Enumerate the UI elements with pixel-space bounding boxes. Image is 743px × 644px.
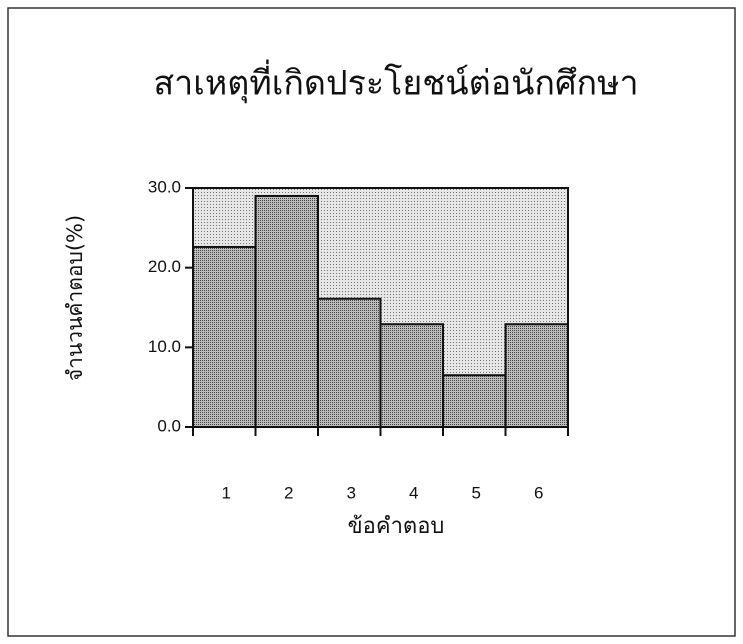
y-tick-label: 0.0	[157, 416, 181, 435]
x-tick-label: 1	[222, 483, 231, 502]
x-axis-label: ข้อคำตอบ	[348, 514, 445, 539]
y-tick-label: 30.0	[148, 177, 181, 196]
bar	[442, 374, 507, 429]
x-tick-label: 4	[409, 483, 418, 502]
y-tick-label: 10.0	[148, 337, 181, 356]
bar	[317, 297, 382, 428]
x-tick-label: 3	[347, 483, 356, 502]
bar	[192, 245, 257, 428]
x-tick-label: 6	[534, 483, 543, 502]
x-tick-label: 2	[284, 483, 293, 502]
bar	[254, 194, 319, 428]
y-axis-label: จำนวนคำตอบ(%)	[63, 215, 87, 381]
bar	[379, 323, 444, 429]
x-tick-label: 5	[472, 483, 481, 502]
bar	[504, 323, 569, 429]
y-tick-label: 20.0	[148, 257, 181, 276]
chart-title: สาเหตุที่เกิดประโยชน์ต่อนักศึกษา	[153, 60, 638, 104]
